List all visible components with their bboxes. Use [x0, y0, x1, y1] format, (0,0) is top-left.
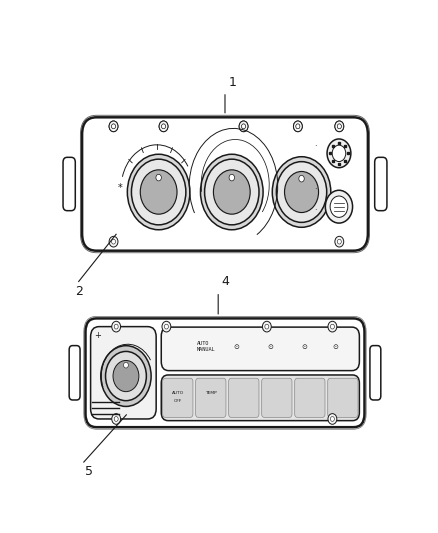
Text: ⊙: ⊙	[332, 344, 338, 350]
FancyBboxPatch shape	[80, 115, 369, 253]
Circle shape	[159, 121, 168, 132]
Circle shape	[111, 124, 115, 129]
Circle shape	[164, 324, 168, 329]
Text: AUTO: AUTO	[171, 391, 184, 395]
FancyBboxPatch shape	[369, 345, 380, 400]
Circle shape	[161, 124, 165, 129]
Circle shape	[334, 121, 343, 132]
Circle shape	[334, 236, 343, 247]
Circle shape	[241, 124, 245, 129]
FancyBboxPatch shape	[195, 378, 226, 417]
Circle shape	[334, 121, 343, 132]
Circle shape	[155, 174, 161, 181]
Circle shape	[326, 139, 350, 168]
Text: ⊙: ⊙	[267, 344, 272, 350]
Circle shape	[127, 154, 190, 230]
Circle shape	[111, 239, 115, 244]
Text: ·: ·	[313, 185, 316, 194]
Circle shape	[332, 145, 345, 161]
Circle shape	[327, 414, 336, 424]
Text: ⊙: ⊙	[300, 344, 306, 350]
Circle shape	[329, 196, 347, 217]
Circle shape	[272, 157, 330, 227]
FancyBboxPatch shape	[294, 378, 324, 417]
Circle shape	[239, 121, 247, 132]
Circle shape	[114, 417, 118, 422]
Circle shape	[276, 161, 326, 222]
FancyBboxPatch shape	[261, 378, 291, 417]
Text: *: *	[117, 183, 122, 193]
Circle shape	[239, 121, 247, 132]
FancyBboxPatch shape	[162, 378, 192, 417]
Circle shape	[114, 324, 118, 329]
Circle shape	[330, 324, 334, 329]
Circle shape	[123, 362, 128, 368]
Circle shape	[336, 124, 340, 129]
FancyBboxPatch shape	[90, 327, 156, 419]
Circle shape	[295, 124, 299, 129]
Text: ·: ·	[313, 142, 316, 151]
Circle shape	[284, 172, 318, 213]
Circle shape	[204, 159, 258, 225]
Text: 4: 4	[221, 276, 229, 288]
FancyBboxPatch shape	[161, 375, 359, 421]
Text: OFF: OFF	[173, 399, 181, 403]
Circle shape	[327, 321, 336, 332]
Text: 2: 2	[75, 285, 83, 298]
FancyBboxPatch shape	[63, 157, 75, 211]
Text: ⊙: ⊙	[233, 344, 239, 350]
Circle shape	[298, 175, 304, 182]
Text: +: +	[94, 331, 101, 340]
Circle shape	[295, 124, 299, 129]
FancyBboxPatch shape	[327, 378, 357, 417]
Circle shape	[113, 360, 138, 392]
Circle shape	[111, 124, 115, 129]
Circle shape	[105, 351, 146, 401]
Circle shape	[241, 124, 245, 129]
Circle shape	[112, 321, 120, 332]
FancyBboxPatch shape	[84, 317, 365, 429]
Text: ·: ·	[313, 164, 316, 173]
Text: TEMP: TEMP	[205, 391, 216, 395]
Circle shape	[109, 121, 118, 132]
Circle shape	[131, 159, 185, 225]
Circle shape	[159, 121, 168, 132]
Circle shape	[293, 121, 302, 132]
FancyBboxPatch shape	[374, 157, 386, 211]
Circle shape	[330, 417, 334, 422]
Text: AUTO
MANUAL: AUTO MANUAL	[197, 341, 215, 352]
Circle shape	[140, 170, 177, 214]
FancyBboxPatch shape	[161, 327, 359, 370]
FancyBboxPatch shape	[82, 117, 367, 251]
FancyBboxPatch shape	[228, 378, 258, 417]
Circle shape	[213, 170, 250, 214]
FancyBboxPatch shape	[85, 318, 364, 427]
Circle shape	[161, 124, 165, 129]
Circle shape	[336, 124, 340, 129]
Circle shape	[264, 324, 268, 329]
Circle shape	[109, 121, 118, 132]
Circle shape	[325, 190, 352, 223]
Circle shape	[162, 321, 170, 332]
Text: 1: 1	[228, 76, 236, 88]
Circle shape	[262, 321, 271, 332]
Circle shape	[336, 239, 340, 244]
Text: ·: ·	[313, 206, 316, 215]
Circle shape	[101, 346, 151, 407]
Circle shape	[293, 121, 302, 132]
Circle shape	[200, 154, 262, 230]
Circle shape	[229, 174, 234, 181]
FancyBboxPatch shape	[69, 345, 80, 400]
Circle shape	[109, 236, 118, 247]
Text: 5: 5	[85, 465, 93, 478]
Circle shape	[112, 414, 120, 424]
